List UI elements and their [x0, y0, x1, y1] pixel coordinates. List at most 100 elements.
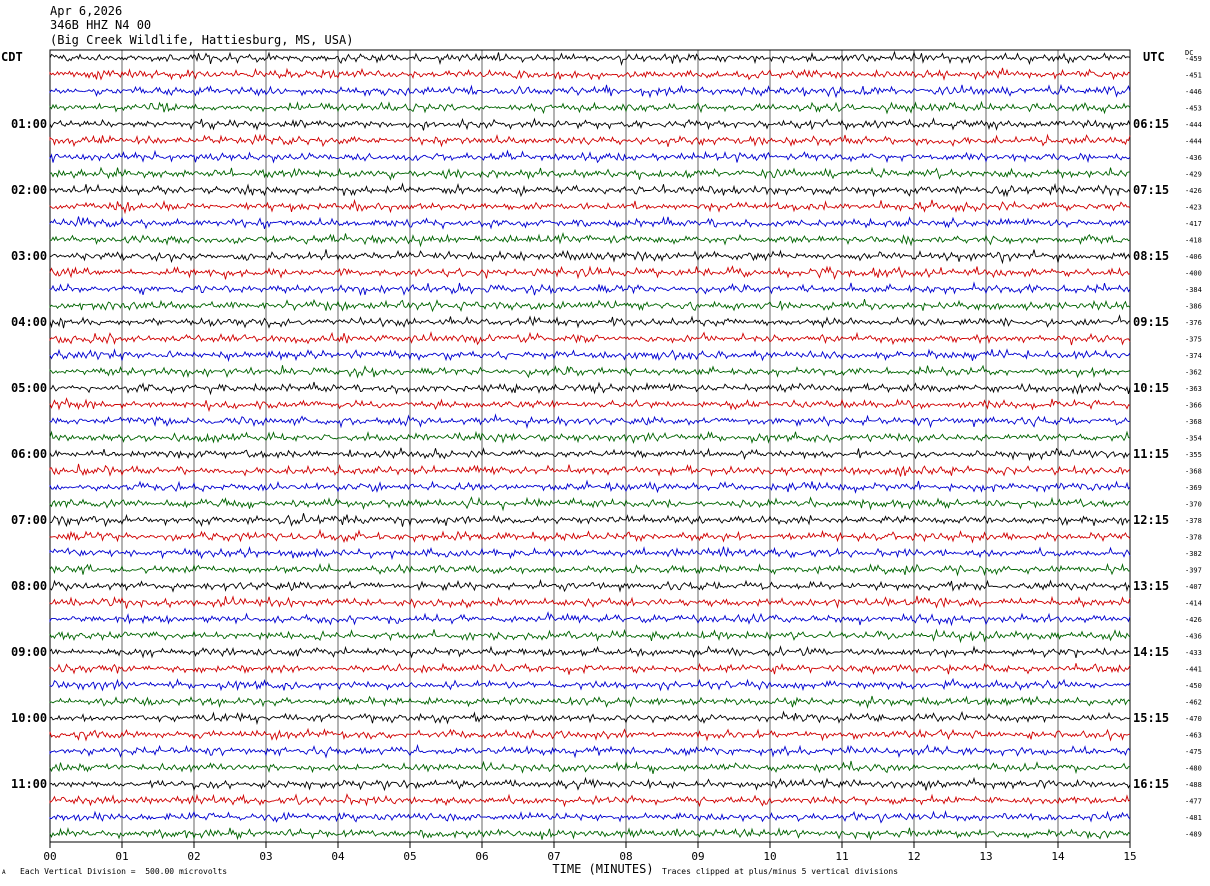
seismic-trace	[49, 331, 1131, 346]
dc-offset-label: -374	[1185, 352, 1202, 360]
seismic-trace	[49, 611, 1131, 627]
dc-offset-label: -441	[1185, 666, 1202, 674]
right-hour-label: 14:15	[1133, 645, 1169, 659]
seismic-trace	[49, 381, 1131, 396]
seismic-trace	[49, 430, 1131, 444]
seismic-trace	[49, 776, 1131, 792]
dc-offset-label: -462	[1185, 699, 1202, 707]
left-hour-label: 01:00	[11, 117, 47, 131]
dc-offset-label: -397	[1185, 567, 1202, 575]
header-location: (Big Creek Wildlife, Hattiesburg, MS, US…	[50, 33, 354, 47]
seismic-trace	[49, 662, 1131, 675]
dc-offset-label: -436	[1185, 633, 1202, 641]
seismic-trace	[49, 810, 1131, 824]
dc-offset-labels: -459 -451 -446 -453 -444 -444 -436 -429 -426 -423…	[1185, 55, 1202, 839]
dc-offset-label: -459	[1185, 55, 1202, 63]
seismic-trace	[49, 364, 1131, 379]
seismic-trace	[49, 50, 1131, 67]
seismic-trace	[49, 215, 1131, 230]
x-tick-label: 08	[619, 850, 632, 863]
dc-label: DC	[1185, 49, 1194, 57]
x-tick-label: 06	[475, 850, 488, 863]
seismic-trace	[49, 348, 1131, 363]
dc-offset-label: -444	[1185, 121, 1202, 129]
seismic-trace	[49, 249, 1131, 265]
dc-offset-label: -370	[1185, 501, 1202, 509]
dc-offset-label: -400	[1185, 270, 1202, 278]
right-hour-label: 11:15	[1133, 447, 1169, 461]
left-timezone-label: CDT	[1, 50, 23, 64]
seismic-traces	[49, 50, 1131, 841]
dc-offset-label: -407	[1185, 583, 1202, 591]
right-hour-label: 16:15	[1133, 777, 1169, 791]
seismic-trace	[49, 793, 1131, 808]
seismic-trace	[49, 100, 1131, 115]
dc-offset-label: -481	[1185, 814, 1202, 822]
dc-offset-label: -378	[1185, 517, 1202, 525]
seismic-trace	[49, 562, 1131, 577]
right-hour-label: 07:15	[1133, 183, 1169, 197]
x-tick-label: 15	[1123, 850, 1136, 863]
dc-offset-label: -436	[1185, 154, 1202, 162]
x-tick-label: 03	[259, 850, 272, 863]
right-hour-label: 13:15	[1133, 579, 1169, 593]
dc-offset-label: -423	[1185, 204, 1202, 212]
x-tick-label: 11	[835, 850, 848, 863]
left-hour-label: 04:00	[11, 315, 47, 329]
header-station: 346B HHZ N4 00	[50, 18, 152, 32]
scale-note: Each Vertical Division = 500.00 microvol…	[20, 867, 228, 876]
dc-offset-label: -368	[1185, 468, 1202, 476]
dc-offset-label: -451	[1185, 72, 1202, 80]
left-hour-label: 11:00	[11, 777, 47, 791]
dc-offset-label: -450	[1185, 682, 1202, 690]
seismic-trace	[49, 528, 1131, 544]
seismic-trace	[49, 413, 1131, 429]
x-tick-label: 04	[331, 850, 345, 863]
dc-offset-label: -475	[1185, 748, 1202, 756]
dc-offset-label: -376	[1185, 319, 1202, 327]
clip-note: Traces clipped at plus/minus 5 vertical …	[662, 867, 899, 876]
seismic-trace	[49, 595, 1131, 609]
dc-offset-label: -378	[1185, 534, 1202, 542]
right-hour-label: 10:15	[1133, 381, 1169, 395]
x-tick-label: 13	[979, 850, 992, 863]
left-hour-label: 02:00	[11, 183, 47, 197]
dc-offset-label: -366	[1185, 402, 1202, 410]
right-hour-labels: 06:15 07:15 08:15 09:15 10:15 11:15 12:15 13:15…	[1133, 117, 1169, 791]
dc-offset-label: -488	[1185, 781, 1202, 789]
dc-offset-label: -444	[1185, 138, 1202, 146]
seismic-trace	[49, 463, 1131, 477]
left-hour-label: 03:00	[11, 249, 47, 263]
right-hour-label: 06:15	[1133, 117, 1169, 131]
dc-offset-label: -382	[1185, 550, 1202, 558]
dc-offset-label: -418	[1185, 237, 1202, 245]
right-timezone-label: UTC	[1143, 50, 1165, 64]
x-tick-label: 10	[763, 850, 776, 863]
dc-offset-label: -414	[1185, 600, 1202, 608]
dc-offset-label: -446	[1185, 88, 1202, 96]
dc-offset-label: -375	[1185, 336, 1202, 344]
seismic-trace	[49, 182, 1131, 198]
x-tick-label: 00	[43, 850, 56, 863]
x-tick-label: 05	[403, 850, 416, 863]
seismic-trace	[49, 710, 1131, 726]
dc-offset-label: -355	[1185, 451, 1202, 459]
seismic-trace	[49, 677, 1131, 692]
dc-offset-label: -354	[1185, 435, 1202, 443]
dc-offset-label: -363	[1185, 385, 1202, 393]
left-hour-label: 08:00	[11, 579, 47, 593]
seismic-trace	[49, 67, 1131, 81]
seismic-trace	[49, 760, 1131, 775]
seismic-trace	[49, 149, 1131, 164]
x-tick-label: 02	[187, 850, 200, 863]
seismic-trace	[49, 166, 1131, 181]
dc-offset-label: -477	[1185, 798, 1202, 806]
dc-offset-label: -433	[1185, 649, 1202, 657]
x-tick-label: 09	[691, 850, 704, 863]
seismic-trace	[49, 133, 1131, 148]
left-hour-label: 09:00	[11, 645, 47, 659]
seismic-trace	[49, 645, 1131, 659]
dc-offset-label: -406	[1185, 253, 1202, 261]
seismic-trace	[49, 628, 1131, 644]
